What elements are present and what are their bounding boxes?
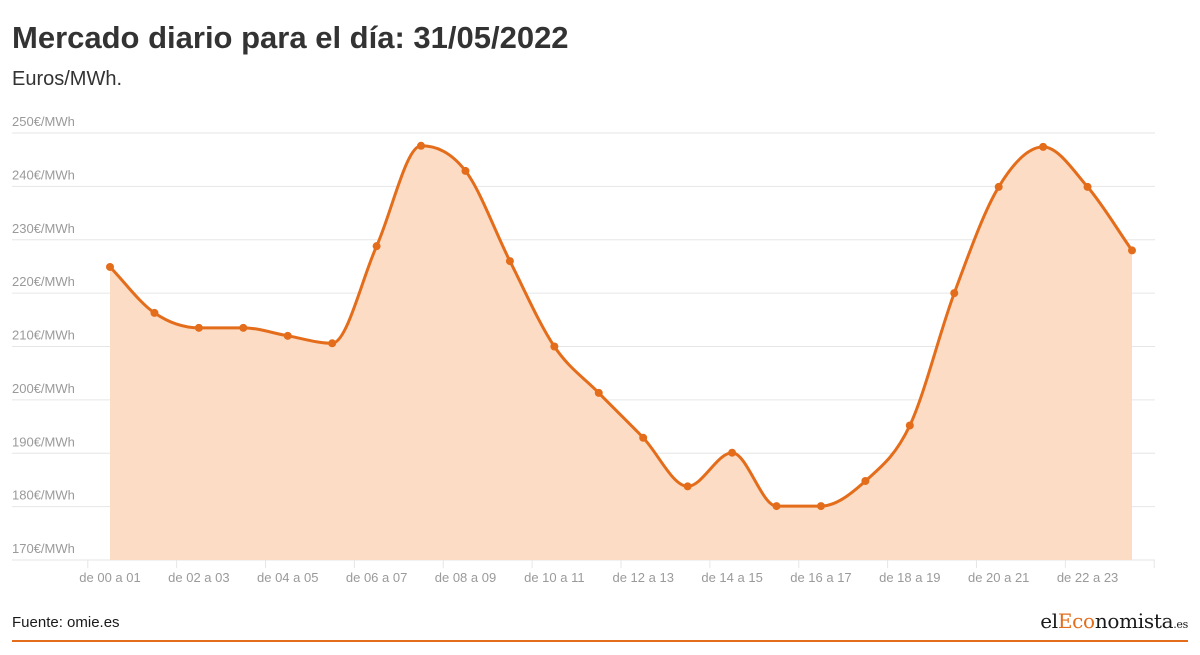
data-point [194, 323, 203, 332]
data-point [550, 342, 559, 351]
data-point [861, 477, 870, 486]
area-fill [110, 145, 1132, 560]
x-tick-label: de 12 a 13 [612, 570, 673, 585]
series-line [108, 144, 1134, 508]
y-tick-label: 220€/MWh [12, 274, 75, 289]
area-fill-layer [110, 145, 1132, 560]
data-point [283, 331, 292, 340]
data-point [772, 502, 781, 511]
data-point [239, 323, 248, 332]
eleconomista-logo[interactable]: elEconomista.es [1040, 609, 1188, 633]
data-point [639, 433, 648, 442]
series-line-layer [108, 144, 1134, 508]
y-tick-label: 180€/MWh [12, 488, 75, 503]
price-area-chart: 170€/MWh 180€/MWh 190€/MWh 200€/MWh 210€/MWh… [12, 114, 1155, 585]
x-tick-label: de 20 a 21 [968, 570, 1029, 585]
y-tick-label: 170€/MWh [12, 541, 75, 556]
x-tick-label: de 00 a 01 [79, 570, 140, 585]
data-point [106, 262, 114, 271]
chart-title: Mercado diario para el día: 31/05/2022 [12, 20, 569, 55]
y-tick-label: 250€/MWh [12, 114, 75, 129]
x-tick-label: de 18 a 19 [879, 570, 940, 585]
data-point [950, 289, 959, 298]
x-tick-label: de 16 a 17 [790, 570, 851, 585]
data-point [328, 339, 337, 348]
data-point [1128, 246, 1136, 255]
x-axis-ticks: de 00 a 01 de 02 a 03 de 04 a 05 de 06 a 07… [79, 560, 1155, 585]
footer-divider [12, 640, 1188, 642]
data-point [905, 421, 914, 430]
x-tick-label: de 14 a 15 [701, 570, 762, 585]
logo-accent: Eco [1057, 609, 1095, 633]
y-tick-label: 240€/MWh [12, 167, 75, 182]
logo-prefix: el [1040, 609, 1058, 633]
data-point [594, 388, 603, 397]
x-tick-label: de 10 a 11 [524, 570, 584, 585]
x-tick-label: de 06 a 07 [346, 570, 407, 585]
data-point [816, 502, 825, 511]
x-tick-label: de 08 a 09 [435, 570, 496, 585]
y-tick-label: 230€/MWh [12, 221, 75, 236]
data-point [461, 166, 470, 175]
data-point [150, 308, 159, 317]
y-tick-label: 200€/MWh [12, 381, 75, 396]
y-tick-label: 210€/MWh [12, 328, 75, 343]
logo-main: nomista [1094, 609, 1174, 633]
data-point [1083, 182, 1092, 191]
data-point [417, 141, 426, 150]
data-point [505, 257, 514, 266]
data-point [1039, 142, 1048, 151]
data-point [994, 182, 1003, 191]
data-point [728, 448, 737, 457]
y-tick-label: 190€/MWh [12, 434, 75, 449]
y-axis-ticks: 170€/MWh 180€/MWh 190€/MWh 200€/MWh 210€/MWh… [12, 114, 75, 556]
chart-subtitle: Euros/MWh. [12, 68, 123, 90]
data-point [372, 242, 381, 251]
data-point [683, 482, 692, 491]
data-points [106, 141, 1136, 511]
logo-suffix: .es [1173, 618, 1188, 631]
source-note: Fuente: omie.es [12, 614, 120, 631]
x-tick-label: de 02 a 03 [168, 570, 229, 585]
x-tick-label: de 04 a 05 [257, 570, 318, 585]
x-tick-label: de 22 a 23 [1057, 570, 1118, 585]
